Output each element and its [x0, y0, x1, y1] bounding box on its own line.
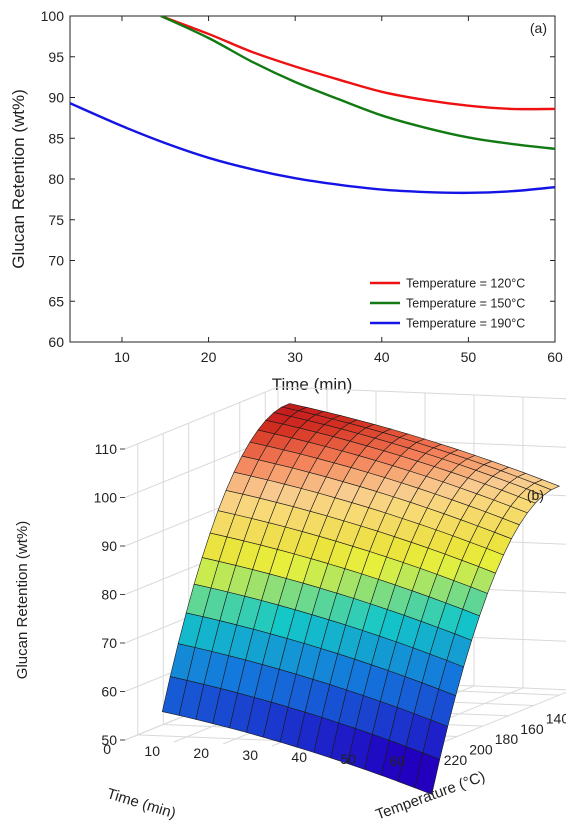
z-tick-label: 60	[101, 684, 117, 700]
y-tick-label: 90	[48, 90, 64, 106]
line-chart-panel-a: 10 20 30 40 50 60 60 65 70 75 80 85 90 95 100 (a) Tim…	[9, 8, 563, 394]
plot-frame	[69, 15, 556, 343]
y-tick-label: 60	[48, 334, 64, 350]
temperature-tick-label: 140	[546, 710, 566, 726]
x-tick-label: 30	[287, 349, 303, 365]
legend: Temperature = 120°C Temperature = 150°C Te…	[370, 277, 525, 331]
z-tick-label: 100	[94, 490, 118, 506]
3d-axis-ticks: 5060708090100110010203040506012014016018…	[94, 441, 566, 769]
x-axis-label: Time (min)	[272, 375, 353, 394]
surface-mesh	[161, 403, 561, 795]
z-tick-label: 110	[95, 441, 118, 457]
y-tick-label: 85	[48, 130, 64, 146]
time-axis-label: Time (min)	[105, 785, 178, 822]
temperature-tick-label: 160	[520, 721, 544, 737]
x-axis-ticks: 10 20 30 40 50 60	[114, 16, 563, 365]
surface-patch	[414, 752, 441, 795]
time-tick-label: 30	[242, 747, 258, 763]
z-tick-label: 50	[101, 732, 117, 748]
series-line	[160, 16, 555, 151]
x-tick-label: 60	[547, 349, 563, 365]
z-tick-label: 80	[101, 587, 117, 603]
z-tick-label: 70	[101, 635, 117, 651]
time-tick-label: 60	[389, 753, 405, 769]
y-tick-label: 100	[41, 8, 65, 24]
surface-chart-panel-b: 5060708090100110010203040506012014016018…	[14, 386, 566, 823]
legend-label: Temperature = 120°C	[406, 277, 525, 291]
z-axis-label: Glucan Retention (wt%)	[14, 521, 31, 679]
x-tick-label: 10	[114, 349, 130, 365]
y-axis-ticks: 60 65 70 75 80 85 90 95 100	[41, 8, 555, 350]
x-tick-label: 20	[201, 349, 217, 365]
time-tick-label: 50	[340, 751, 356, 767]
grid-line	[277, 386, 566, 400]
temperature-tick-label: 180	[495, 731, 519, 747]
panel-label: (a)	[530, 20, 547, 36]
legend-label: Temperature = 190°C	[406, 317, 525, 331]
y-tick-label: 65	[48, 293, 64, 309]
time-tick-label: 10	[144, 743, 160, 759]
time-tick-label: 0	[103, 741, 111, 757]
x-tick-label: 40	[374, 349, 390, 365]
time-tick-label: 20	[193, 745, 209, 761]
panel-label: (b)	[527, 487, 544, 503]
y-tick-label: 70	[48, 253, 64, 269]
temperature-tick-label: 200	[469, 741, 493, 757]
grid-line	[418, 691, 566, 753]
y-tick-label: 75	[48, 212, 64, 228]
temperature-tick-label: 220	[444, 752, 468, 768]
x-tick-label: 50	[461, 349, 477, 365]
legend-label: Temperature = 150°C	[406, 297, 525, 311]
z-tick-label: 90	[101, 538, 117, 554]
y-axis-label: Glucan Retention (wt%)	[9, 89, 28, 269]
y-tick-label: 95	[48, 49, 64, 65]
series-line	[70, 102, 555, 195]
grid-line	[124, 386, 279, 450]
line-series-group	[70, 16, 555, 195]
y-tick-label: 80	[48, 171, 64, 187]
time-tick-label: 40	[291, 749, 307, 765]
series-line	[160, 16, 555, 111]
